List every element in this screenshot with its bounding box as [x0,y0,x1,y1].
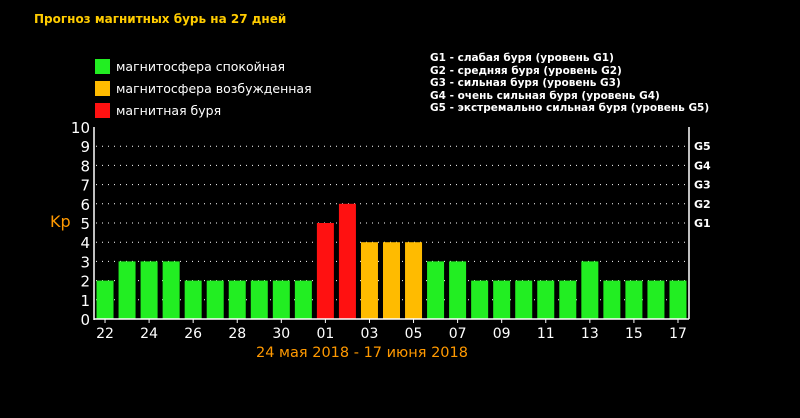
bar-11 [316,223,334,319]
right-tick-label: G4 [694,159,711,172]
y-tick-label: 10 [71,119,90,137]
legend-label-storm: магнитная буря [116,102,222,118]
bar-3 [140,261,158,319]
legend-swatch-unsettled [95,80,110,96]
legend-swatch-quiet [95,58,110,74]
legend-item-unsettled: магнитосфера возбужденная [95,77,312,99]
legend-label-unsettled: магнитосфера возбужденная [116,80,312,96]
bar-13 [360,242,378,319]
bar-10 [294,280,312,319]
legend-item-quiet: магнитосфера спокойная [95,55,312,77]
color-legend: магнитосфера спокойная магнитосфера возб… [95,55,312,121]
x-tick-label: 07 [449,326,467,342]
y-tick-label: 2 [80,273,90,291]
x-tick-label: 11 [537,326,555,342]
right-tick-label: G2 [694,198,711,211]
bar-18 [471,280,489,319]
bar-4 [162,261,180,319]
g2-description: G2 - средняя буря (уровень G2) [430,64,622,77]
g4-description: G4 - очень сильная буря (уровень G4) [430,89,660,102]
bar-23 [581,261,599,319]
y-tick-label: 4 [80,234,90,252]
bar-7 [228,280,246,319]
x-tick-label: 03 [361,326,379,342]
right-tick-label: G1 [694,217,711,230]
g1-description: G1 - слабая буря (уровень G1) [430,52,614,64]
x-tick-label: 22 [96,326,114,342]
bar-14 [383,242,400,319]
y-tick-label: 0 [80,311,90,329]
bar-22 [559,280,577,319]
x-tick-label: 13 [581,326,599,342]
bar-15 [405,242,423,319]
y-tick-label: 8 [80,157,90,175]
x-tick-label: 01 [316,326,334,342]
x-tick-label: 05 [405,326,423,342]
legend-label-quiet: магнитосфера спокойная [116,58,286,74]
legend-item-storm: магнитная буря [95,99,312,121]
bar-2 [118,261,136,319]
date-range: 24 мая 2018 - 17 июня 2018 [0,345,800,361]
chart-title: Прогноз магнитных бурь на 27 дней [34,12,287,26]
g5-description: G5 - экстремально сильная буря (уровень … [430,102,710,115]
bar-19 [493,280,511,319]
bar-16 [427,261,445,319]
x-tick-label: 26 [184,326,202,342]
x-tick-label: 24 [140,326,158,342]
y-tick-label: 6 [80,196,90,214]
bar-5 [184,280,202,319]
date-range-text: 24 мая 2018 - 17 июня 2018 [256,345,468,361]
bar-20 [515,280,533,319]
x-tick-label: 09 [493,326,511,342]
y-tick-label: 7 [80,177,90,195]
bar-1 [96,280,114,319]
bar-9 [272,280,290,319]
legend-swatch-storm [95,102,110,118]
right-tick-label: G3 [694,179,711,192]
bar-21 [537,280,555,319]
x-tick-label: 17 [669,326,687,342]
right-tick-label: G5 [694,140,711,153]
g3-description: G3 - сильная буря (уровень G3) [430,77,621,90]
bar-6 [206,280,224,319]
x-tick-label: 28 [228,326,246,342]
axes [93,127,690,323]
bar-25 [625,280,643,319]
bar-26 [647,280,665,319]
bar-27 [669,280,687,319]
y-tick-label: 1 [80,292,90,310]
y-tick-label: 9 [80,138,90,156]
bar-12 [338,203,356,319]
x-tick-label: 30 [272,326,290,342]
bar-8 [250,280,268,319]
bars [96,203,687,319]
bar-17 [449,261,467,319]
y-tick-label: 5 [80,215,90,233]
bar-24 [603,280,621,319]
storm-level-legend: G1 - слабая буря (уровень G1) G2 - средн… [430,52,709,115]
x-tick-label: 15 [625,326,643,342]
y-tick-label: 3 [80,253,90,271]
y-axis-label: Kp [50,212,71,231]
